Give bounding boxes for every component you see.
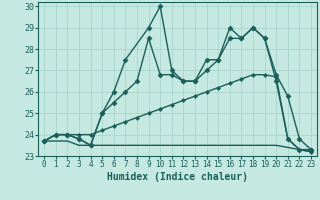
- X-axis label: Humidex (Indice chaleur): Humidex (Indice chaleur): [107, 172, 248, 182]
